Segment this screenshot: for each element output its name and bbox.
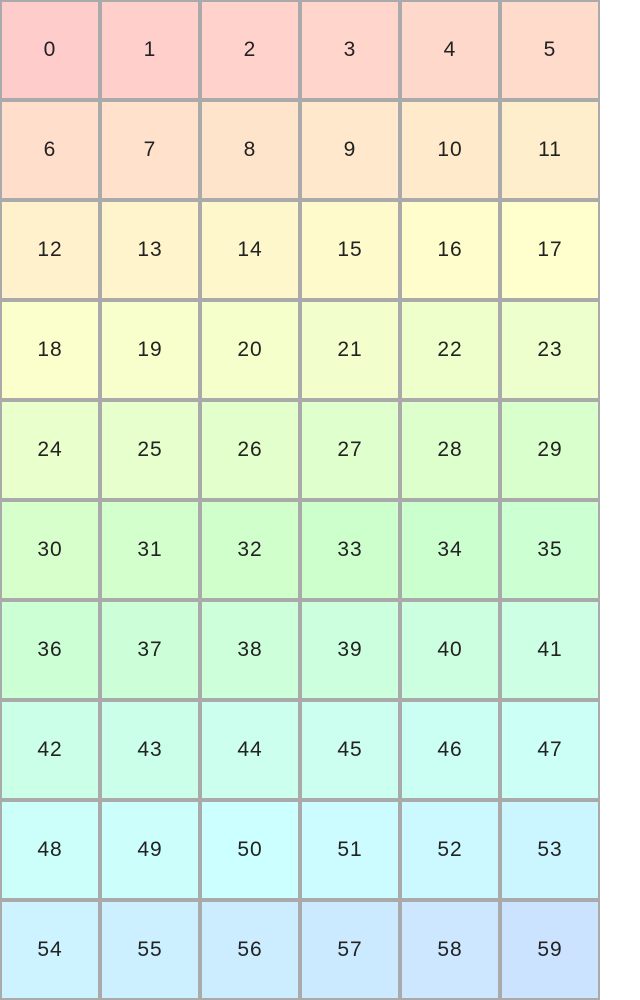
grid-cell: 12 xyxy=(0,200,100,300)
grid-cell: 24 xyxy=(0,400,100,500)
grid-cell: 7 xyxy=(100,100,200,200)
grid-cell: 30 xyxy=(0,500,100,600)
grid-cell: 13 xyxy=(100,200,200,300)
grid-cell: 28 xyxy=(400,400,500,500)
grid-cell: 58 xyxy=(400,900,500,1000)
grid-cell: 43 xyxy=(100,700,200,800)
grid-cell: 45 xyxy=(300,700,400,800)
grid-cell: 31 xyxy=(100,500,200,600)
grid-cell: 52 xyxy=(400,800,500,900)
grid-cell: 14 xyxy=(200,200,300,300)
grid-cell: 56 xyxy=(200,900,300,1000)
grid-cell: 44 xyxy=(200,700,300,800)
grid-cell: 53 xyxy=(500,800,600,900)
grid-cell: 8 xyxy=(200,100,300,200)
grid-cell: 4 xyxy=(400,0,500,100)
grid-cell: 54 xyxy=(0,900,100,1000)
grid-cell: 47 xyxy=(500,700,600,800)
grid-cell: 9 xyxy=(300,100,400,200)
grid-cell: 19 xyxy=(100,300,200,400)
grid-cell: 26 xyxy=(200,400,300,500)
grid-cell: 2 xyxy=(200,0,300,100)
grid-cell: 39 xyxy=(300,600,400,700)
grid-cell: 36 xyxy=(0,600,100,700)
grid-cell: 42 xyxy=(0,700,100,800)
grid-cell: 27 xyxy=(300,400,400,500)
grid-cell: 0 xyxy=(0,0,100,100)
grid-cell: 51 xyxy=(300,800,400,900)
grid-cell: 48 xyxy=(0,800,100,900)
grid-cell: 46 xyxy=(400,700,500,800)
grid-cell: 55 xyxy=(100,900,200,1000)
grid-cell: 25 xyxy=(100,400,200,500)
grid-cell: 6 xyxy=(0,100,100,200)
grid-cell: 57 xyxy=(300,900,400,1000)
grid-cell: 3 xyxy=(300,0,400,100)
grid-cell: 38 xyxy=(200,600,300,700)
grid-cell: 22 xyxy=(400,300,500,400)
grid-cell: 17 xyxy=(500,200,600,300)
grid-cell: 10 xyxy=(400,100,500,200)
grid-cell: 41 xyxy=(500,600,600,700)
number-grid: 0 1 2 3 4 5 6 7 8 9 10 11 12 13 14 15 16 17 18 19 20 21 22 23 24… xyxy=(0,0,600,1000)
grid-cell: 35 xyxy=(500,500,600,600)
grid-cell: 18 xyxy=(0,300,100,400)
grid-cell: 23 xyxy=(500,300,600,400)
grid-cell: 32 xyxy=(200,500,300,600)
grid-cell: 50 xyxy=(200,800,300,900)
grid-cell: 5 xyxy=(500,0,600,100)
grid-cell: 49 xyxy=(100,800,200,900)
grid-cell: 29 xyxy=(500,400,600,500)
grid-cell: 11 xyxy=(500,100,600,200)
grid-cell: 37 xyxy=(100,600,200,700)
grid-cell: 1 xyxy=(100,0,200,100)
grid-cell: 21 xyxy=(300,300,400,400)
grid-cell: 20 xyxy=(200,300,300,400)
grid-cell: 34 xyxy=(400,500,500,600)
grid-cell: 16 xyxy=(400,200,500,300)
grid-cell: 40 xyxy=(400,600,500,700)
grid-cell: 15 xyxy=(300,200,400,300)
grid-cell: 33 xyxy=(300,500,400,600)
grid-cell: 59 xyxy=(500,900,600,1000)
